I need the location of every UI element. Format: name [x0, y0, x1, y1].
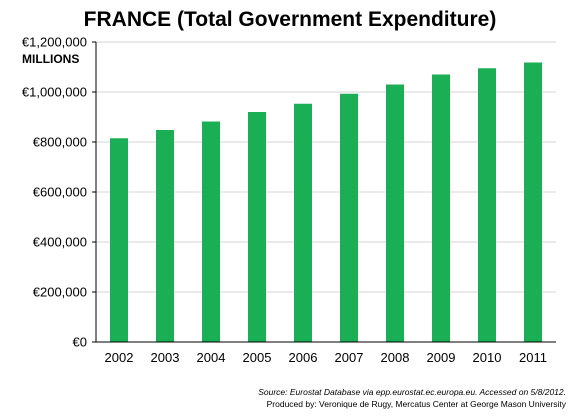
- x-tick-label: 2004: [197, 350, 226, 365]
- y-tick-label: €200,000: [33, 285, 87, 300]
- x-tick-label: 2010: [473, 350, 502, 365]
- y-tick-label: €400,000: [33, 235, 87, 250]
- x-tick-label: 2009: [427, 350, 456, 365]
- bar-2003: [156, 130, 174, 342]
- chart-title: FRANCE (Total Government Expenditure): [84, 8, 497, 31]
- x-tick-label: 2011: [519, 350, 547, 365]
- bar-2007: [340, 93, 358, 342]
- source-note: Source: Eurostat Database via epp.eurost…: [258, 387, 566, 397]
- y-tick-labels: €0 €200,000 €400,000 €600,000 €800,000 €1,000…: [22, 35, 96, 350]
- x-tick-label: 2005: [243, 350, 272, 365]
- bar-2005: [248, 112, 266, 342]
- bar-2009: [432, 74, 450, 342]
- x-tick-labels: 2002 2003 2004 2005 2006 2007 2008 2009 2010 2011: [105, 350, 547, 365]
- bar-2006: [294, 103, 312, 342]
- bar-2002: [110, 138, 128, 342]
- x-tick-label: 2002: [105, 350, 134, 365]
- bar-2008: [386, 84, 404, 342]
- bar-2010: [478, 68, 496, 342]
- y-tick-label: €0: [73, 335, 87, 350]
- y-tick-label: €1,000,000: [22, 85, 87, 100]
- y-tick-label: €600,000: [33, 185, 87, 200]
- bar-2011: [524, 62, 542, 342]
- producer-note: Produced by: Veronique de Rugy, Mercatus…: [267, 399, 567, 409]
- x-tick-label: 2008: [381, 350, 410, 365]
- y-tick-label: €800,000: [33, 135, 87, 150]
- bar-2004: [202, 121, 220, 342]
- y-axis-label: MILLIONS: [22, 52, 79, 66]
- y-tick-label: €1,200,000: [22, 35, 87, 50]
- x-tick-label: 2003: [151, 350, 180, 365]
- x-tick-label: 2007: [335, 350, 364, 365]
- x-tick-label: 2006: [289, 350, 318, 365]
- bars: [110, 62, 542, 342]
